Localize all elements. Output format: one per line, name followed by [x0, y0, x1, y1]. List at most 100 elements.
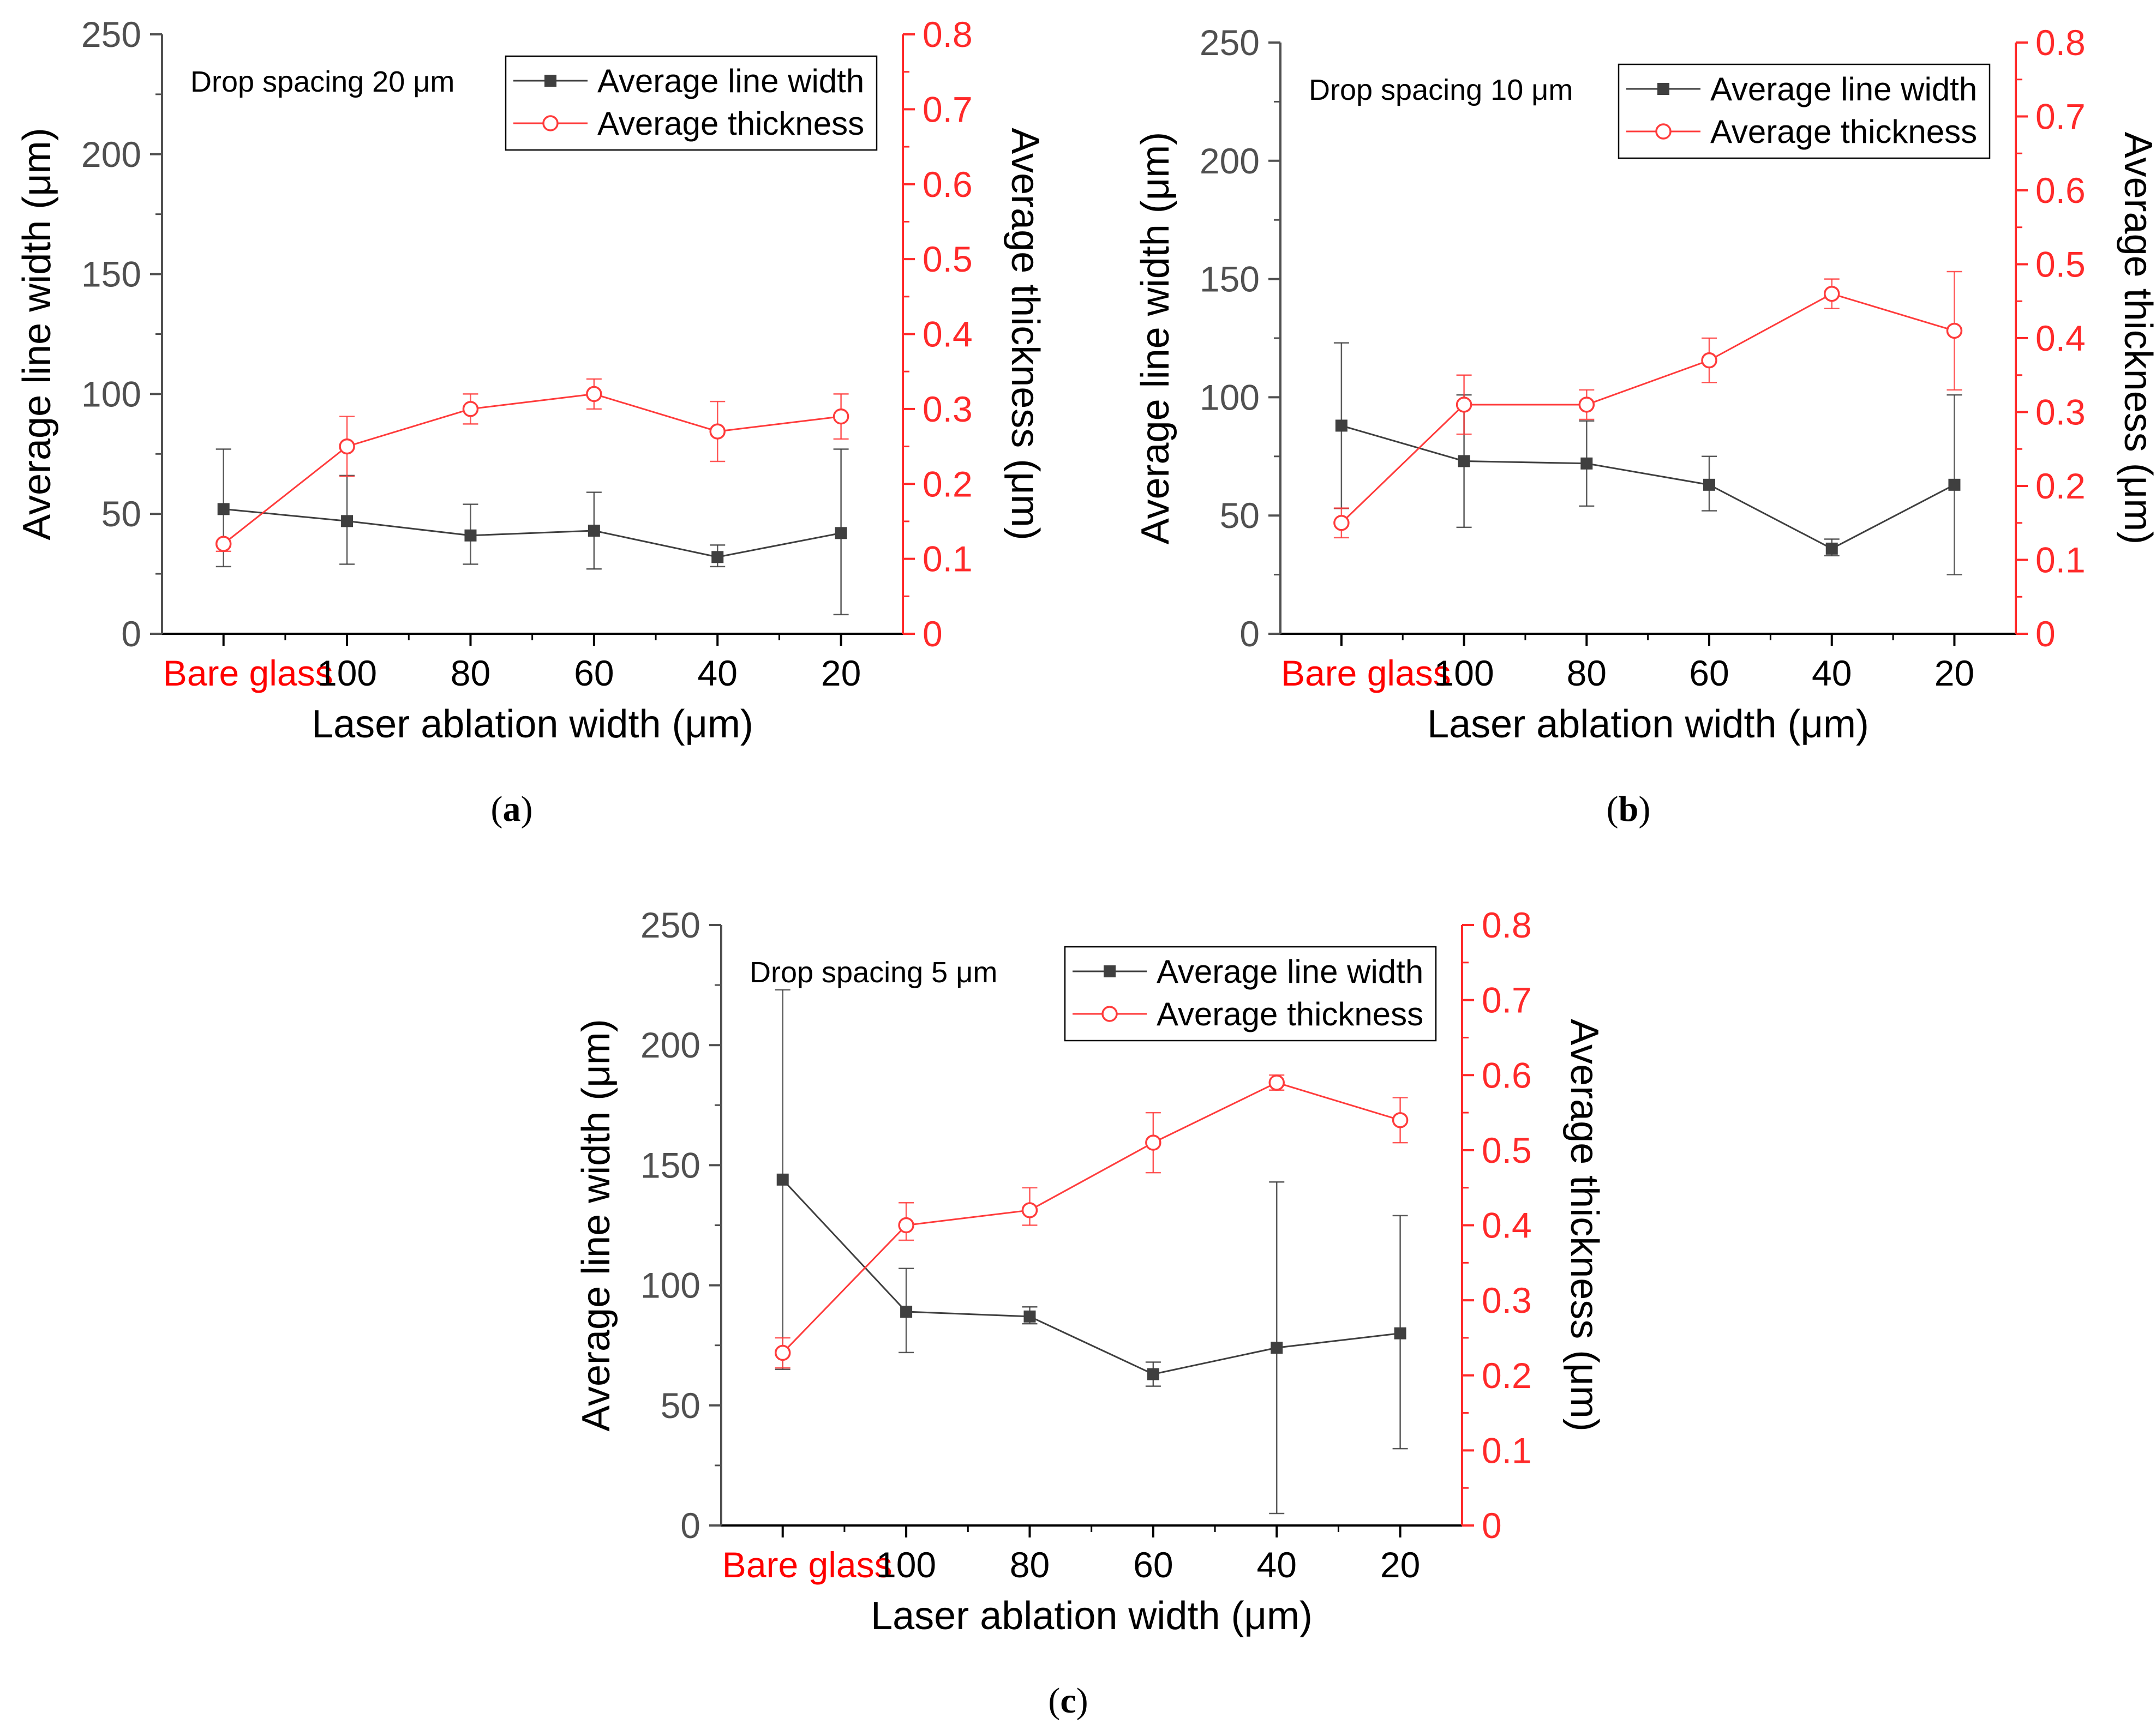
- left-tick-label: 250: [1200, 22, 1260, 63]
- x-tick-label: Bare glass: [1281, 653, 1451, 693]
- legend-label: Average thickness: [597, 105, 864, 142]
- series-line: [223, 393, 841, 545]
- data-point-square: [341, 515, 354, 527]
- left-tick-label: 0: [1239, 614, 1260, 654]
- x-tick-label: 60: [1133, 1545, 1173, 1585]
- x-tick-label: 40: [698, 653, 738, 693]
- x-tick-label: 80: [451, 653, 490, 693]
- series-line-width: [215, 448, 849, 616]
- right-tick-label: 0.8: [923, 14, 973, 55]
- right-tick-label: 0.7: [923, 89, 973, 129]
- drop-spacing-annotation: Drop spacing 5 μm: [750, 956, 997, 989]
- data-point-circle: [339, 438, 355, 455]
- panel-caption: (a): [491, 789, 533, 829]
- data-point-square: [1580, 457, 1593, 470]
- panel-caption: (b): [1607, 789, 1651, 829]
- x-tick-label: 100: [1434, 653, 1494, 693]
- right-tick-label: 0.4: [2035, 318, 2086, 358]
- legend-label: Average thickness: [1157, 996, 1423, 1032]
- left-axis-title: Average line width (μm): [574, 1019, 618, 1431]
- x-tick-label: 60: [1689, 653, 1729, 693]
- right-tick-label: 0.8: [2035, 22, 2086, 63]
- left-tick-label: 200: [81, 134, 141, 175]
- x-tick-label: 20: [821, 653, 861, 693]
- legend-marker-circle: [1101, 1006, 1118, 1022]
- right-axis-title: Average thickness (μm): [1562, 1019, 1606, 1431]
- x-tick-label: 100: [317, 653, 377, 693]
- right-tick-label: 0.3: [923, 389, 973, 429]
- drop-spacing-annotation: Drop spacing 20 μm: [190, 65, 454, 98]
- legend-marker-square: [1104, 965, 1116, 977]
- left-axis-title: Average line width (μm): [1134, 132, 1177, 544]
- series-thickness: [774, 1074, 1409, 1369]
- data-point-circle: [1456, 397, 1472, 413]
- legend-box: [505, 55, 878, 151]
- left-tick-label: 100: [81, 374, 141, 414]
- x-tick-label: 100: [876, 1545, 936, 1585]
- data-point-circle: [462, 401, 479, 417]
- right-tick-label: 0.6: [1482, 1055, 1532, 1095]
- data-point-circle: [1578, 397, 1595, 413]
- x-tick-label: 60: [574, 653, 614, 693]
- right-tick-label: 0: [2035, 614, 2056, 654]
- data-point-circle: [1701, 352, 1717, 369]
- legend-marker-circle: [542, 115, 559, 131]
- legend-box: [1618, 63, 1991, 159]
- right-tick-label: 0.3: [1482, 1280, 1532, 1320]
- right-tick-label: 0.5: [923, 239, 973, 279]
- left-tick-label: 50: [661, 1385, 700, 1426]
- right-tick-label: 0.2: [1482, 1355, 1532, 1396]
- series-line: [782, 1082, 1401, 1354]
- data-point-square: [1948, 478, 1961, 491]
- x-tick-label: 20: [1380, 1545, 1420, 1585]
- x-tick-label: 80: [1010, 1545, 1050, 1585]
- data-point-circle: [1145, 1134, 1161, 1151]
- left-tick-label: 250: [81, 14, 141, 55]
- data-point-square: [1394, 1327, 1406, 1339]
- data-point-square: [588, 524, 600, 537]
- right-tick-label: 0.6: [923, 164, 973, 205]
- right-tick-label: 0: [923, 614, 943, 654]
- series-line: [223, 508, 841, 558]
- right-tick-label: 0.4: [1482, 1205, 1532, 1246]
- x-tick-label: Bare glass: [163, 653, 333, 693]
- x-tick-label: Bare glass: [722, 1545, 893, 1585]
- right-axis-title: Average thickness (μm): [1003, 128, 1047, 540]
- data-point-circle: [1268, 1074, 1285, 1091]
- right-tick-label: 0.1: [2035, 540, 2086, 580]
- left-tick-label: 100: [1200, 377, 1260, 417]
- right-axis-title: Average thickness (μm): [2116, 132, 2156, 544]
- chart-panel-a: 0 50 100 150 200 250 0 0.1 0.2 0.3 0.4 0.5 0.6 0.7 0.8…: [15, 14, 1047, 829]
- panel-caption: (c): [1048, 1681, 1088, 1721]
- left-tick-label: 50: [1220, 495, 1260, 536]
- drop-spacing-annotation: Drop spacing 10 μm: [1309, 74, 1573, 106]
- left-tick-label: 200: [1200, 141, 1260, 181]
- legend-label: Average line width: [1710, 71, 1977, 107]
- x-axis-title: Laser ablation width (μm): [1427, 702, 1869, 746]
- right-tick-label: 0.1: [923, 539, 973, 579]
- data-point-circle: [1021, 1202, 1038, 1218]
- right-tick-label: 0.1: [1482, 1430, 1532, 1470]
- legend-marker-circle: [1655, 123, 1672, 140]
- right-tick-label: 0.5: [2035, 244, 2086, 285]
- left-tick-label: 200: [640, 1025, 700, 1065]
- left-tick-label: 150: [640, 1145, 700, 1185]
- data-point-circle: [586, 386, 602, 403]
- data-point-circle: [774, 1344, 791, 1361]
- legend-marker-square: [544, 75, 556, 87]
- data-point-square: [1458, 455, 1470, 467]
- x-tick-label: 40: [1812, 653, 1852, 693]
- legend-marker-square: [1657, 83, 1669, 95]
- data-point-circle: [898, 1217, 914, 1234]
- data-point-square: [711, 551, 724, 563]
- series-line: [782, 1179, 1400, 1375]
- series-line: [1340, 293, 1955, 524]
- right-tick-label: 0.8: [1482, 905, 1532, 945]
- right-tick-label: 0.7: [1482, 980, 1532, 1020]
- data-point-circle: [1392, 1112, 1409, 1128]
- data-point-circle: [1946, 322, 1963, 339]
- data-point-square: [1271, 1342, 1283, 1354]
- data-point-square: [1335, 419, 1348, 432]
- chart-panel-c: 0 50 100 150 200 250 0 0.1 0.2 0.3 0.4 0.5 0.6 0.7 0.8…: [574, 905, 1606, 1721]
